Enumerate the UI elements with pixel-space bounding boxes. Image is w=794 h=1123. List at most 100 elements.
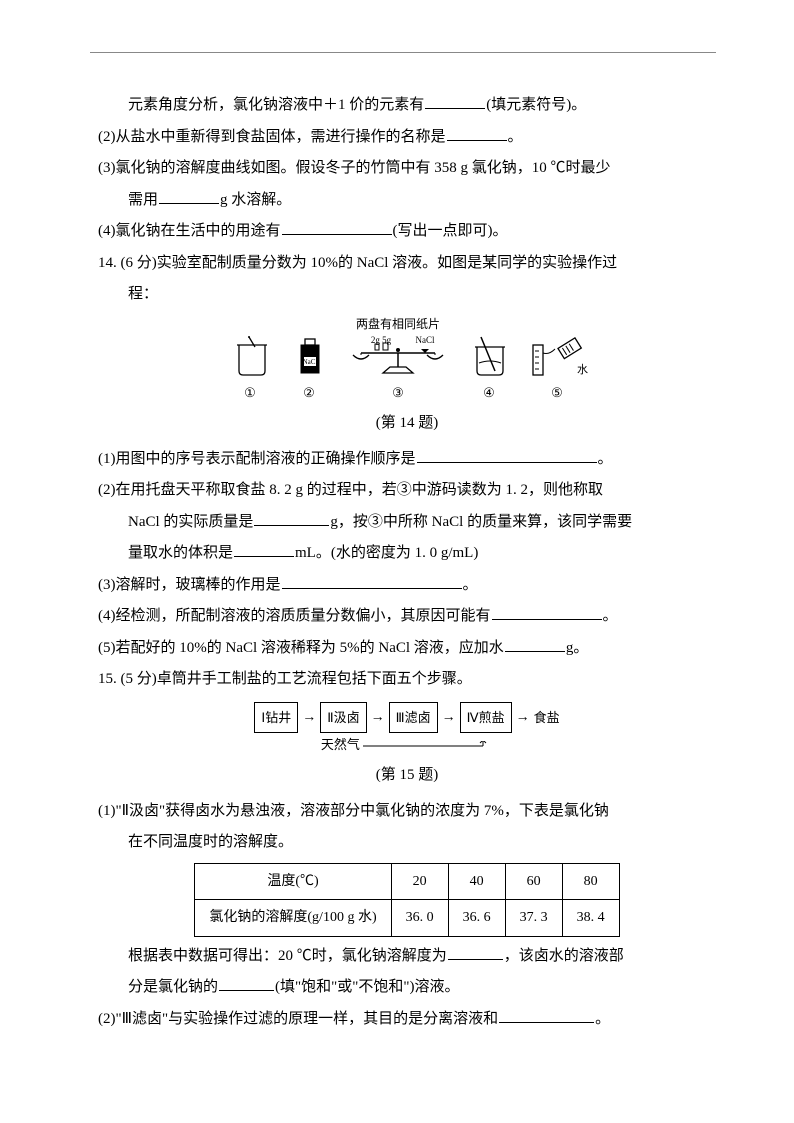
weight-label: 2g 5g [371, 335, 392, 345]
text: 天然气 [321, 737, 360, 752]
cylinder-pour-icon: 水 [525, 331, 589, 379]
arrow-icon: → [442, 703, 456, 732]
text-line: 需用 g 水溶解。 [98, 185, 716, 217]
table-cell: 38. 4 [562, 900, 619, 936]
text-line: 在不同温度时的溶解度。 [98, 827, 716, 859]
label: ⑤ [551, 379, 563, 406]
table-cell: 37. 3 [505, 900, 562, 936]
text-line: 程： [98, 279, 716, 311]
text-line: 14. (6 分)实验室配制质量分数为 10%的 NaCl 溶液。如图是某同学的… [98, 248, 716, 280]
blank [219, 975, 274, 992]
text-line: (3)氯化钠的溶解度曲线如图。假设冬子的竹筒中有 358 g 氯化钠，10 ℃时… [98, 153, 716, 185]
text: g 水溶解。 [220, 192, 291, 208]
balance-icon: 2g 5g NaCl [343, 333, 453, 379]
text: (写出一点即可)。 [393, 223, 508, 239]
blank [159, 187, 219, 204]
figure-15-flowchart: Ⅰ钻井 → Ⅱ汲卤 → Ⅲ滤卤 → Ⅳ煎盐 → 食盐 天然气 [98, 702, 716, 759]
blank [417, 446, 597, 463]
apparatus-4: ④ [465, 331, 513, 406]
bottle-icon: NaCl [287, 331, 331, 379]
page-top-rule [90, 52, 716, 53]
text: 。 [598, 451, 613, 467]
flow-step-3: Ⅲ滤卤 [389, 702, 438, 733]
blank [234, 541, 294, 558]
text: (2)"Ⅲ滤卤"与实验操作过滤的原理一样，其目的是分离溶液和 [98, 1011, 498, 1027]
solubility-table: 温度(℃) 20 40 60 80 氯化钠的溶解度(g/100 g 水) 36.… [194, 863, 619, 937]
flow-gas-label: 天然气 [254, 731, 559, 758]
text: 需用 [128, 192, 158, 208]
beaker-icon [225, 331, 275, 379]
table-row: 温度(℃) 20 40 60 80 [195, 863, 619, 899]
blank [499, 1006, 594, 1023]
blank [447, 124, 507, 141]
table-cell: 36. 6 [448, 900, 505, 936]
text: g，按③中所称 NaCl 的质量来算，该同学需要 [330, 514, 632, 530]
text: (2)从盐水中重新得到食盐固体，需进行操作的名称是 [98, 129, 446, 145]
text: NaCl 的实际质量是 [128, 514, 253, 530]
table-header: 80 [562, 863, 619, 899]
blank [425, 93, 485, 110]
text: (填"饱和"或"不饱和")溶液。 [275, 979, 459, 995]
text-line: (2)在用托盘天平称取食盐 8. 2 g 的过程中，若③中游码读数为 1. 2，… [98, 475, 716, 507]
text-line: NaCl 的实际质量是 g，按③中所称 NaCl 的质量来算，该同学需要 [98, 507, 716, 539]
label: ③ [392, 379, 404, 406]
arrow-icon: → [516, 703, 530, 732]
text: 分是氯化钠的 [128, 979, 218, 995]
arrow-up-icon [363, 741, 493, 751]
text: 量取水的体积是 [128, 545, 233, 561]
figure-15-caption: (第 15 题) [98, 760, 716, 792]
flow-step-2: Ⅱ汲卤 [320, 702, 366, 733]
apparatus-2: NaCl ② [287, 331, 331, 406]
text-line: (1)"Ⅱ汲卤"获得卤水为悬浊液，溶液部分中氯化钠的浓度为 7%，下表是氯化钠 [98, 796, 716, 828]
text-line: (1)用图中的序号表示配制溶液的正确操作顺序是 。 [98, 444, 716, 476]
figure-14: ① NaCl ② 两盘有相同纸片 2g 5g NaCl ③ [98, 317, 716, 407]
arrow-icon: → [371, 703, 385, 732]
text: 。 [508, 129, 523, 145]
text-line: 根据表中数据可得出：20 ℃时，氯化钠溶解度为 ，该卤水的溶液部 [98, 941, 716, 973]
text-line: (3)溶解时，玻璃棒的作用是。 [98, 570, 716, 602]
table-row: 氯化钠的溶解度(g/100 g 水) 36. 0 36. 6 37. 3 38.… [195, 900, 619, 936]
text-line: (2)从盐水中重新得到食盐固体，需进行操作的名称是 。 [98, 122, 716, 154]
text-line: 元素角度分析，氯化钠溶液中＋1 价的元素有(填元素符号)。 [98, 90, 716, 122]
figure-14-caption: (第 14 题) [98, 408, 716, 440]
blank [492, 604, 602, 621]
svg-text:NaCl: NaCl [303, 358, 318, 366]
flow-step-4: Ⅳ煎盐 [460, 702, 512, 733]
flow-step-1: Ⅰ钻井 [254, 702, 298, 733]
apparatus-3: 两盘有相同纸片 2g 5g NaCl ③ [343, 317, 453, 407]
apparatus-5: 水 ⑤ [525, 331, 589, 406]
table-header: 60 [505, 863, 562, 899]
beaker-stir-icon [465, 331, 513, 379]
text: 。 [463, 577, 478, 593]
label: ② [303, 379, 315, 406]
table-header: 40 [448, 863, 505, 899]
text: (1)用图中的序号表示配制溶液的正确操作顺序是 [98, 451, 416, 467]
apparatus-1: ① [225, 331, 275, 406]
text: 根据表中数据可得出：20 ℃时，氯化钠溶解度为 [128, 948, 447, 964]
arrow-icon: → [302, 703, 316, 732]
blank [282, 219, 392, 236]
text-line: 15. (5 分)卓筒井手工制盐的工艺流程包括下面五个步骤。 [98, 664, 716, 696]
balance-top-label: 两盘有相同纸片 [356, 317, 440, 331]
text: 元素角度分析，氯化钠溶液中＋1 价的元素有 [128, 97, 424, 113]
text-line: (5)若配好的 10%的 NaCl 溶液稀释为 5%的 NaCl 溶液，应加水 g… [98, 633, 716, 665]
text-line: 分是氯化钠的 (填"饱和"或"不饱和")溶液。 [98, 972, 716, 1004]
blank [282, 572, 462, 589]
text: 。 [595, 1011, 610, 1027]
text-line: (2)"Ⅲ滤卤"与实验操作过滤的原理一样，其目的是分离溶液和 。 [98, 1004, 716, 1036]
text: mL。(水的密度为 1. 0 g/mL) [295, 545, 478, 561]
text-line: (4)氯化钠在生活中的用途有 (写出一点即可)。 [98, 216, 716, 248]
table-header: 温度(℃) [195, 863, 391, 899]
text: g。 [566, 640, 589, 656]
blank [505, 635, 565, 652]
blank [448, 943, 503, 960]
text-line: (4)经检测，所配制溶液的溶质质量分数偏小，其原因可能有。 [98, 601, 716, 633]
label: ① [244, 379, 256, 406]
flow-end: 食盐 [534, 704, 560, 731]
text: (4)氯化钠在生活中的用途有 [98, 223, 281, 239]
text: ，该卤水的溶液部 [504, 948, 624, 964]
table-header: 20 [391, 863, 448, 899]
svg-text:水: 水 [577, 363, 588, 376]
table-cell: 36. 0 [391, 900, 448, 936]
text: (5)若配好的 10%的 NaCl 溶液稀释为 5%的 NaCl 溶液，应加水 [98, 640, 504, 656]
